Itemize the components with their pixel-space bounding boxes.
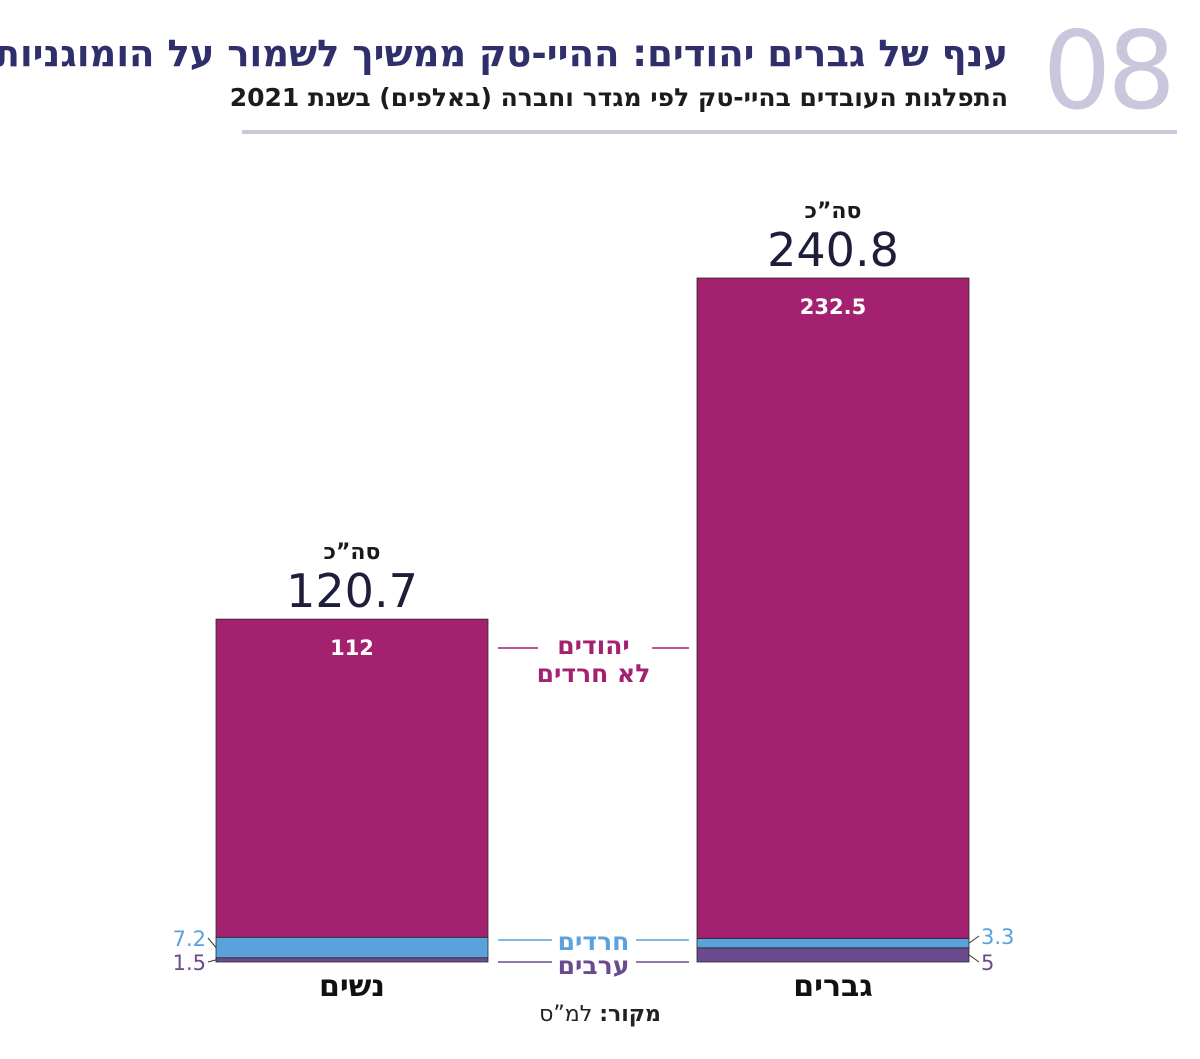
- source-label: מקור:: [599, 1002, 661, 1027]
- legend-label-haredim: חרדים: [558, 927, 630, 956]
- chart-title: ענף של גברים יהודים: ההיי-טק ממשיך לשמור…: [0, 32, 1008, 75]
- total-label-women: סה”כ: [324, 540, 381, 565]
- bar-segment-men-jews-non-haredi: [696, 277, 970, 939]
- header-divider: [242, 130, 1177, 134]
- leader-men-haredim: [968, 935, 980, 944]
- bar-segment-women-haredim: [215, 936, 489, 959]
- leader-women-arabs: [207, 959, 217, 963]
- chart-number: 08: [1042, 9, 1176, 134]
- source-note: מקור: למ”ס: [0, 1002, 1200, 1027]
- bar-segment-men-arabs: [696, 947, 970, 963]
- bar-segment-men-haredim: [696, 938, 970, 949]
- leader-men-arabs: [968, 954, 980, 963]
- legend-label-jews-line1: יהודים: [557, 631, 630, 660]
- data-label-men-jews-non-haredi: 232.5: [800, 295, 866, 319]
- leader-women-haredim: [207, 937, 217, 948]
- data-label-women-haredim: 7.2: [173, 927, 206, 951]
- category-label-men: גברים: [793, 969, 872, 1000]
- source-value: למ”ס: [539, 1002, 593, 1027]
- data-label-men-haredim: 3.3: [981, 925, 1014, 949]
- bar-segment-women-arabs: [215, 957, 489, 963]
- total-value-women: 120.7: [286, 564, 418, 618]
- legend-label-arabs: ערבים: [558, 951, 630, 980]
- data-label-men-arabs: 5: [981, 951, 994, 975]
- data-label-women-jews-non-haredi: 112: [330, 636, 374, 660]
- bar-segment-women-jews-non-haredi: [215, 618, 489, 938]
- category-label-women: נשים: [319, 969, 385, 1000]
- stacked-bar-chart: 112סה”כ120.7נשים7.21.5232.5סה”כ240.8גברי…: [173, 199, 1015, 1000]
- legend-label-jews-line2: לא חרדים: [537, 659, 651, 688]
- data-label-women-arabs: 1.5: [173, 951, 206, 975]
- total-value-men: 240.8: [767, 223, 899, 277]
- chart-subtitle: התפלגות העובדים בהיי-טק לפי מגדר וחברה (…: [229, 83, 1008, 112]
- total-label-men: סה”כ: [805, 199, 862, 224]
